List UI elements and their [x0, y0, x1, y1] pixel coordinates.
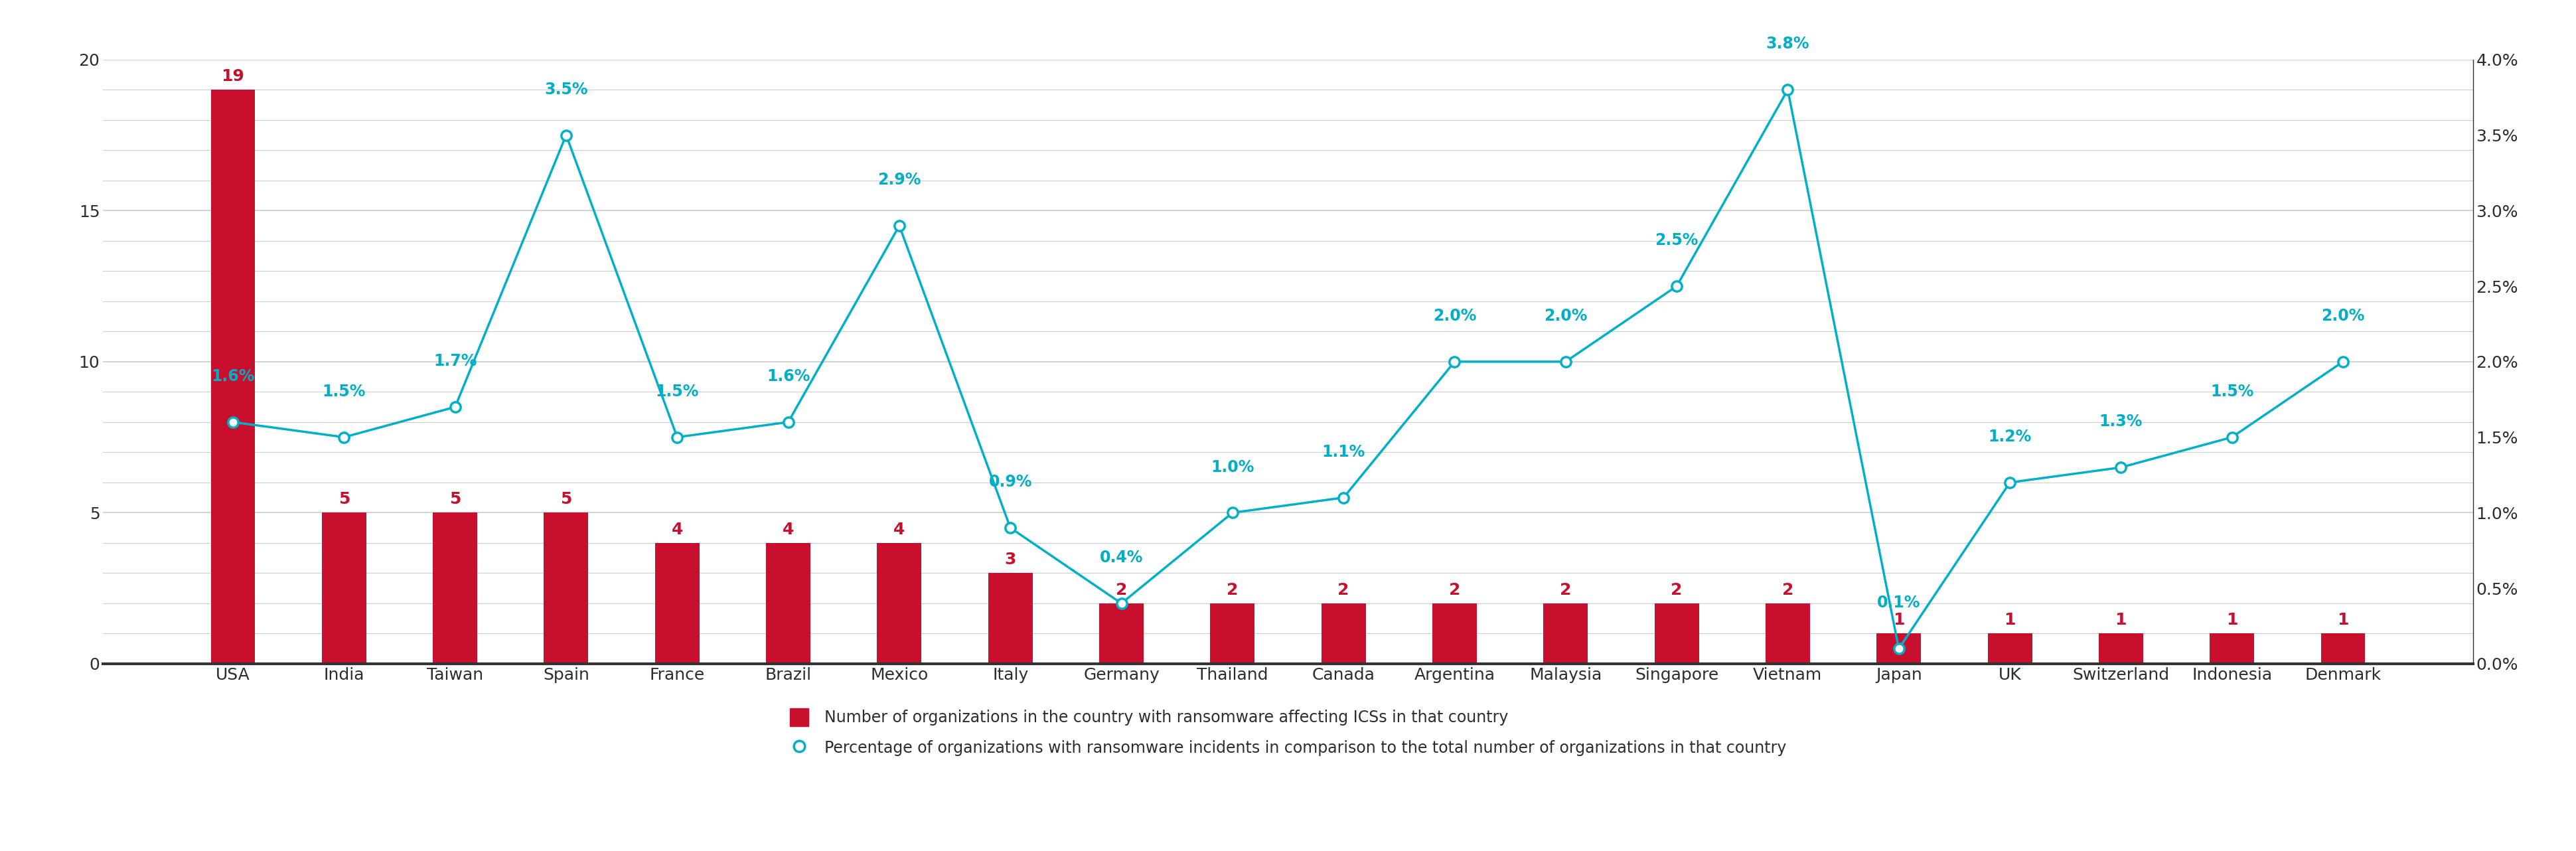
Bar	[765, 543, 811, 664]
Text: 0.1%: 0.1%	[1878, 595, 1922, 611]
Bar	[322, 512, 366, 664]
Text: 1.2%: 1.2%	[1989, 429, 2032, 445]
Text: 1: 1	[2336, 612, 2349, 628]
Bar	[876, 543, 922, 664]
Text: 0.4%: 0.4%	[1100, 550, 1144, 566]
Text: 5: 5	[337, 491, 350, 507]
Text: 2: 2	[1783, 582, 1793, 598]
Text: 2: 2	[1226, 582, 1239, 598]
Bar	[544, 512, 587, 664]
Text: 1.7%: 1.7%	[433, 353, 477, 369]
Text: 2.9%: 2.9%	[878, 172, 922, 188]
Text: 2.0%: 2.0%	[1543, 308, 1587, 324]
Text: 2.5%: 2.5%	[1654, 232, 1698, 248]
Text: 4: 4	[672, 522, 683, 538]
Text: 1.5%: 1.5%	[322, 384, 366, 399]
Text: 1: 1	[2004, 612, 2014, 628]
Text: 2: 2	[1115, 582, 1128, 598]
Text: 2.0%: 2.0%	[2321, 308, 2365, 324]
Text: 3.5%: 3.5%	[544, 82, 587, 97]
Bar	[2210, 633, 2254, 664]
Bar	[1765, 603, 1811, 664]
Text: 1: 1	[2115, 612, 2128, 628]
Text: 1.1%: 1.1%	[1321, 444, 1365, 460]
Text: 5: 5	[562, 491, 572, 507]
Text: 1.0%: 1.0%	[1211, 459, 1255, 475]
Bar	[433, 512, 477, 664]
Text: 2: 2	[1561, 582, 1571, 598]
Text: 1.6%: 1.6%	[211, 368, 255, 385]
Text: 19: 19	[222, 68, 245, 84]
Text: 0.9%: 0.9%	[989, 474, 1033, 490]
Text: 4: 4	[783, 522, 793, 538]
Text: 3.8%: 3.8%	[1767, 36, 1808, 52]
Text: 1.5%: 1.5%	[654, 384, 698, 399]
Text: 2.0%: 2.0%	[1432, 308, 1476, 324]
Bar	[1989, 633, 2032, 664]
Bar	[1543, 603, 1587, 664]
Bar	[1875, 633, 1922, 664]
Bar	[989, 574, 1033, 664]
Legend: Number of organizations in the country with ransomware affecting ICSs in that co: Number of organizations in the country w…	[783, 700, 1793, 765]
Text: 4: 4	[894, 522, 904, 538]
Text: 1.6%: 1.6%	[768, 368, 809, 385]
Bar	[654, 543, 701, 664]
Text: 2: 2	[1337, 582, 1350, 598]
Text: 1: 1	[1893, 612, 1904, 628]
Bar	[2099, 633, 2143, 664]
Bar	[1432, 603, 1476, 664]
Bar	[211, 89, 255, 664]
Text: 2: 2	[1672, 582, 1682, 598]
Bar	[1321, 603, 1365, 664]
Text: 2: 2	[1448, 582, 1461, 598]
Bar	[2321, 633, 2365, 664]
Bar	[1100, 603, 1144, 664]
Text: 1.5%: 1.5%	[2210, 384, 2254, 399]
Text: 1.3%: 1.3%	[2099, 414, 2143, 430]
Text: 1: 1	[2226, 612, 2239, 628]
Bar	[1211, 603, 1255, 664]
Text: 3: 3	[1005, 551, 1015, 568]
Bar	[1654, 603, 1700, 664]
Text: 5: 5	[448, 491, 461, 507]
